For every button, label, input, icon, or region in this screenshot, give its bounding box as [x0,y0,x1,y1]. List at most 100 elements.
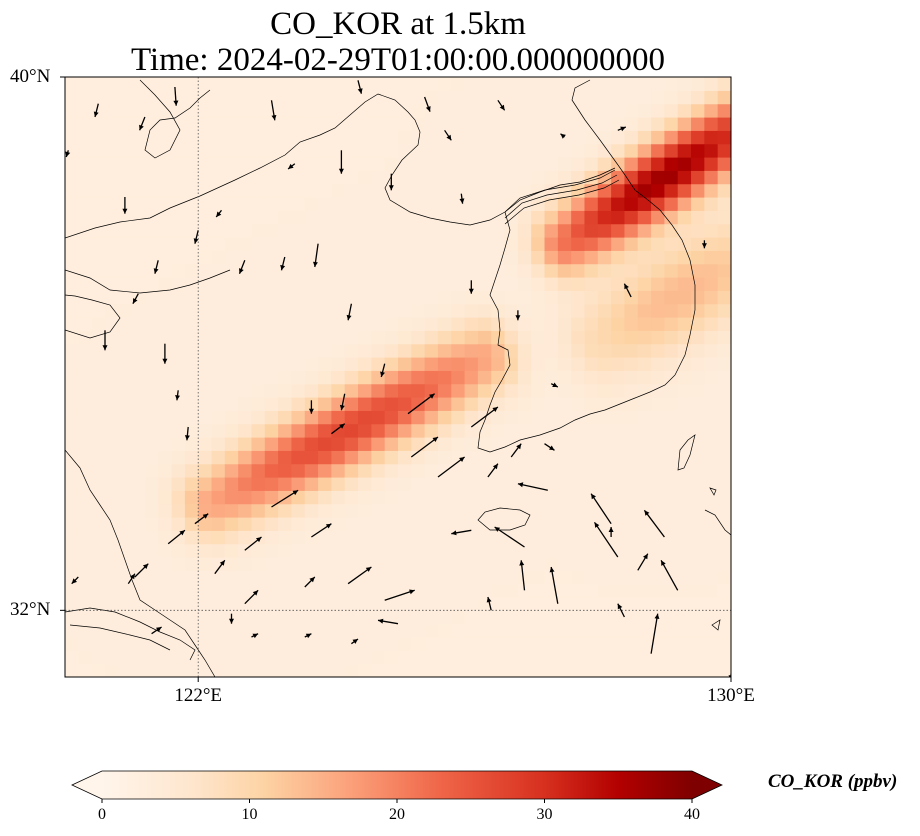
field-cell [611,143,626,158]
field-cell [611,503,626,518]
field-cell [78,143,93,158]
field-cell [278,210,293,225]
field-cell [331,663,346,677]
field-cell [251,370,266,385]
field-cell [304,490,319,505]
field-cell [437,583,452,598]
field-cell [424,130,439,145]
field-cell [371,450,386,465]
field-cell [224,450,239,465]
field-cell [198,650,213,665]
wind-arrow [184,426,190,441]
field-cell [464,237,479,251]
field-cell [144,157,159,171]
field-cell [318,503,332,518]
field-cell [371,543,386,558]
field-cell [557,210,572,225]
field-cell [464,343,479,358]
field-cell [264,637,279,651]
field-cell [318,183,332,198]
field-cell [517,210,532,225]
field-cell [65,583,79,598]
field-cell [91,277,106,291]
field-cell [278,143,293,158]
field-cell [371,623,386,638]
field-cell [171,570,186,585]
field-cell [131,570,146,585]
field-cell [358,650,372,665]
field-cell [651,517,665,531]
field-cell [411,570,426,585]
field-cell [344,90,359,105]
field-cell [704,397,719,411]
field-cell [344,170,359,185]
field-cell [144,517,159,531]
field-cell [571,223,586,238]
field-cell [571,343,586,358]
field-cell [398,290,412,305]
field-cell [664,397,679,411]
field-cell [304,237,319,251]
field-cell [144,317,159,331]
field-cell [318,277,332,291]
field-cell [398,197,412,211]
field-cell [78,343,93,358]
field-cell [344,237,359,251]
field-cell [477,90,492,105]
field-cell [664,250,679,265]
field-cell [424,450,439,465]
field-cell [437,117,452,131]
field-cell [597,143,612,158]
field-cell [144,277,159,291]
field-cell [557,170,572,185]
field-cell [371,637,386,651]
field-cell [491,530,506,545]
field-cell [344,583,359,598]
field-cell [411,197,426,211]
field-cell [358,197,372,211]
field-cell [637,130,652,145]
field-cell [118,90,133,105]
field-cell [104,170,119,185]
field-cell [677,450,692,465]
field-cell [144,237,159,251]
field-cell [78,170,93,185]
field-cell [584,130,599,145]
field-cell [264,223,279,238]
field-cell [664,330,679,345]
field-cell [264,90,279,105]
field-cell [104,637,119,651]
field-cell [78,597,93,611]
field-cell [171,663,186,677]
field-cell [91,570,106,585]
field-cell [597,237,612,251]
field-cell [211,370,226,385]
field-cell [717,597,731,611]
field-cell [437,157,452,171]
field-cell [544,290,559,305]
field-cell [424,90,439,105]
field-cell [571,463,586,478]
field-cell [557,597,572,611]
field-cell [424,517,439,531]
field-cell [198,450,213,465]
field-cell [717,397,731,411]
field-cell [584,317,599,331]
field-cell [131,490,146,505]
field-cell [171,77,186,91]
field-cell [504,183,519,198]
field-cell [557,250,572,265]
field-cell [477,143,492,158]
field-cell [651,250,665,265]
field-cell [251,663,266,677]
field-cell [571,570,586,585]
field-cell [238,250,253,265]
wind-arrow [437,456,465,478]
field-cell [211,290,226,305]
field-cell [251,463,266,478]
field-cell [691,223,705,238]
field-cell [318,610,332,625]
map-title-line-2: Time: 2024-02-29T01:00:00.000000000 [130,42,666,78]
field-cell [224,557,239,571]
field-cell [131,450,146,465]
